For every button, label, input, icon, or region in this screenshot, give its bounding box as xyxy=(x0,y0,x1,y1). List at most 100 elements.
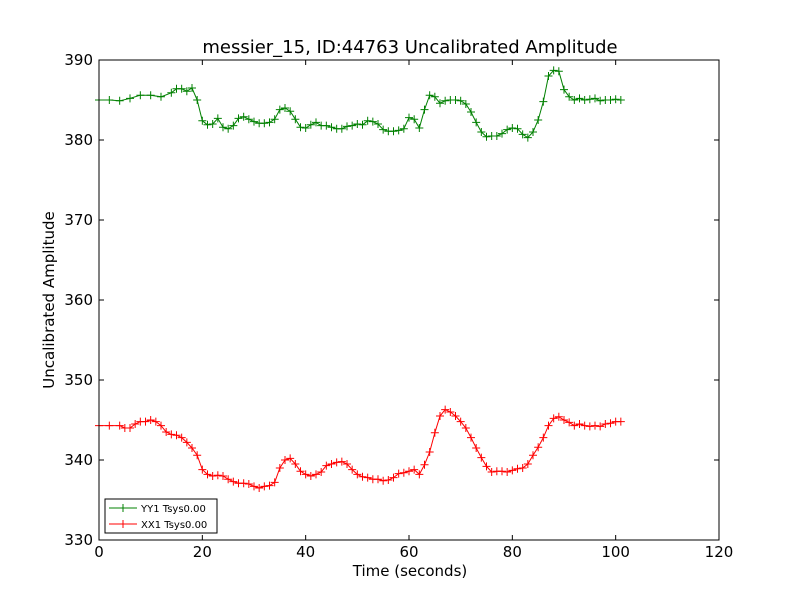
data-point-marker xyxy=(384,476,393,484)
data-point-marker xyxy=(570,96,579,104)
data-point-marker xyxy=(188,84,196,92)
data-point-marker xyxy=(487,468,496,476)
data-point-marker xyxy=(131,420,140,428)
data-point-marker xyxy=(229,121,238,130)
data-point-marker xyxy=(415,124,424,132)
data-point-marker xyxy=(554,67,563,76)
data-point-marker xyxy=(379,125,388,134)
data-point-marker xyxy=(332,458,341,467)
data-point-marker xyxy=(270,115,279,124)
data-point-marker xyxy=(208,472,217,480)
data-point-marker xyxy=(193,451,202,460)
data-point-marker xyxy=(296,467,305,476)
data-point-marker xyxy=(580,421,589,430)
data-point-marker xyxy=(363,116,372,125)
data-point-marker xyxy=(420,105,429,114)
data-point-marker xyxy=(410,465,419,474)
data-point-marker xyxy=(606,419,615,428)
data-point-marker xyxy=(472,118,481,127)
data-point-marker xyxy=(177,433,186,442)
data-point-marker xyxy=(224,475,233,484)
data-point-marker xyxy=(456,417,465,426)
data-point-marker xyxy=(167,430,176,439)
data-point-marker xyxy=(596,422,605,431)
data-point-marker xyxy=(410,115,419,124)
data-point-marker xyxy=(198,116,207,125)
data-point-marker xyxy=(451,96,460,104)
data-point-marker xyxy=(136,91,145,100)
data-point-marker xyxy=(523,133,532,142)
data-point-marker xyxy=(213,471,222,480)
data-point-marker xyxy=(513,124,522,133)
data-point-marker xyxy=(265,481,274,490)
y-axis: 330 340 350 360 370 380 390 xyxy=(64,51,719,549)
data-point-marker xyxy=(312,118,320,127)
data-point-marker xyxy=(105,96,114,104)
data-point-marker xyxy=(126,94,134,103)
legend-marker xyxy=(119,504,127,512)
data-point-marker xyxy=(477,128,486,136)
data-point-marker xyxy=(534,116,543,124)
data-point-marker xyxy=(616,96,625,104)
data-point-marker xyxy=(275,464,284,472)
data-point-marker xyxy=(461,100,470,108)
data-point-marker xyxy=(529,128,537,136)
data-point-marker xyxy=(151,417,160,426)
data-point-marker xyxy=(260,482,269,491)
data-point-marker xyxy=(399,468,408,477)
data-point-marker xyxy=(141,417,150,426)
data-point-marker xyxy=(250,482,258,491)
data-point-marker xyxy=(286,454,295,463)
legend-entries: YY1 Tsys0.00 XX1 Tsys0.00 xyxy=(109,504,207,531)
data-point-marker xyxy=(467,108,475,116)
data-point-marker xyxy=(234,114,243,123)
data-point-marker xyxy=(291,115,300,124)
data-point-marker xyxy=(518,464,527,472)
data-point-marker xyxy=(477,453,486,462)
data-point-marker xyxy=(503,468,512,476)
data-point-marker xyxy=(523,460,532,468)
x-tick-label: 20 xyxy=(193,543,212,561)
data-point-marker xyxy=(229,477,238,486)
series-xx1 xyxy=(95,405,625,492)
x-tick-label: 40 xyxy=(296,543,315,561)
data-point-marker xyxy=(544,72,553,80)
data-point-marker xyxy=(337,124,346,133)
data-point-marker xyxy=(549,414,558,423)
data-point-marker xyxy=(425,448,434,456)
legend-label: YY1 Tsys0.00 xyxy=(140,504,206,515)
data-point-marker xyxy=(219,123,227,132)
series-yy1 xyxy=(95,66,625,142)
data-point-marker xyxy=(208,120,217,128)
data-point-marker xyxy=(554,412,563,421)
data-point-marker xyxy=(167,88,176,97)
data-point-marker xyxy=(353,120,362,128)
y-tick-label: 340 xyxy=(64,451,93,469)
data-point-marker xyxy=(348,465,357,474)
data-point-marker xyxy=(575,94,584,103)
data-point-marker xyxy=(296,123,305,132)
data-point-marker xyxy=(193,96,202,104)
x-tick-label: 60 xyxy=(399,543,418,561)
data-point-marker xyxy=(591,94,599,103)
data-point-marker xyxy=(275,105,284,114)
data-point-marker xyxy=(560,416,568,424)
data-point-marker xyxy=(172,431,181,440)
data-point-marker xyxy=(596,96,605,105)
data-point-marker xyxy=(420,460,429,469)
data-point-marker xyxy=(399,124,408,133)
data-point-marker xyxy=(255,484,264,492)
data-point-marker xyxy=(544,421,553,430)
legend-label: XX1 Tsys0.00 xyxy=(141,520,207,531)
data-point-marker xyxy=(244,115,253,124)
data-point-marker xyxy=(611,95,620,104)
x-axis: 0 20 40 60 80 100 120 xyxy=(94,60,733,561)
data-point-marker xyxy=(389,473,398,482)
data-point-marker xyxy=(498,129,506,138)
data-point-marker xyxy=(539,433,548,442)
data-point-marker xyxy=(327,460,336,468)
data-point-marker xyxy=(146,416,155,424)
data-point-marker xyxy=(157,421,165,430)
data-point-marker xyxy=(565,418,574,427)
